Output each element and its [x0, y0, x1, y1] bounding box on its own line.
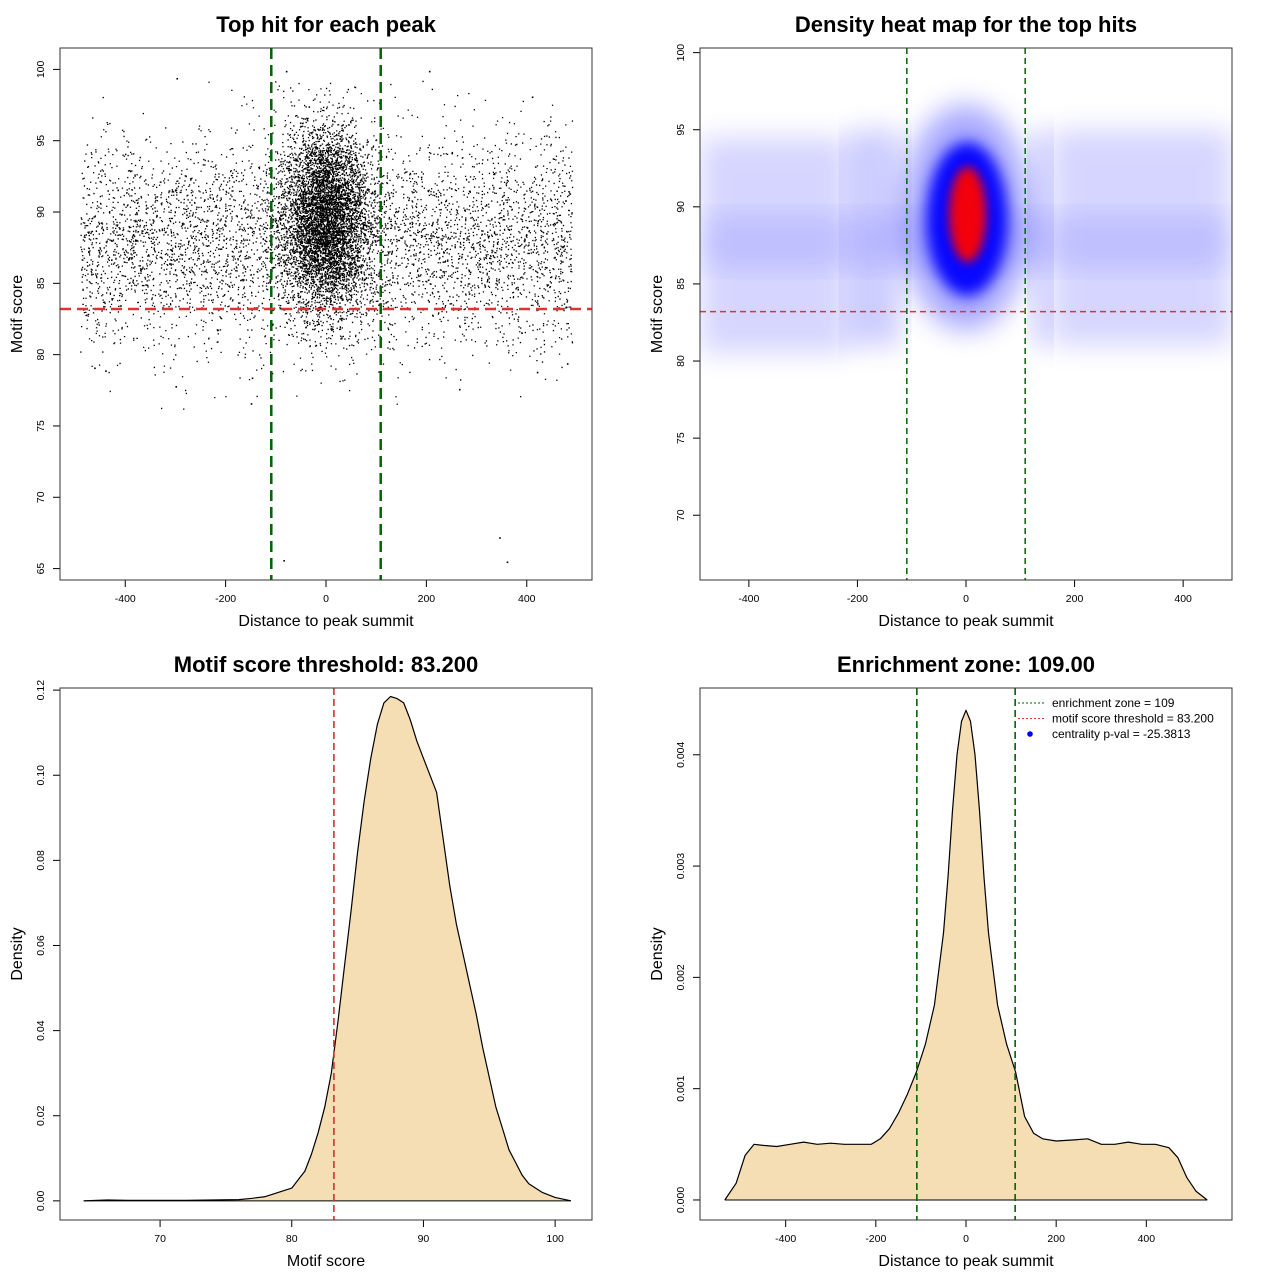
scatter-points: [80, 70, 574, 564]
scatter-point: [94, 367, 96, 370]
legend: enrichment zone = 109 motif score thresho…: [1018, 696, 1214, 741]
y-axis-label: Density: [9, 927, 26, 980]
y-tick-label: 0.06: [35, 935, 47, 956]
chart-title: Top hit for each peak: [216, 12, 436, 37]
y-axis-label: Motif score: [649, 275, 666, 353]
y-tick-label: 90: [675, 201, 687, 213]
scatter-point-cloud: [80, 80, 574, 410]
density-area: [83, 696, 571, 1201]
scatter-point: [175, 386, 178, 388]
x-tick-label: 100: [546, 1233, 564, 1245]
y-tick-label: 95: [35, 135, 47, 147]
y-tick-label: 0.001: [675, 1075, 687, 1101]
y-tick-label: 95: [675, 124, 687, 136]
x-axis-label: Motif score: [287, 1253, 365, 1270]
x-tick-label: 90: [418, 1233, 430, 1245]
legend-label: centrality p-val = -25.3813: [1052, 727, 1191, 741]
x-tick-label: 0: [963, 1233, 969, 1245]
x-tick-label: -400: [738, 593, 759, 605]
density-heatmap: [700, 105, 1232, 354]
y-tick-label: 85: [35, 277, 47, 289]
x-axis-label: Distance to peak summit: [878, 1253, 1054, 1270]
y-axis-label: Density: [649, 927, 666, 980]
y-tick-label: 0.000: [675, 1187, 687, 1213]
x-tick-label: -200: [847, 593, 868, 605]
y-tick-label: 0.08: [35, 850, 47, 871]
x-tick-label: -200: [865, 1233, 886, 1245]
y-tick-label: 0.003: [675, 853, 687, 879]
scatter-point: [566, 363, 569, 365]
x-tick-label: -400: [775, 1233, 796, 1245]
x-axis-label: Distance to peak summit: [878, 613, 1054, 630]
scatter-panel: Top hit for each peak Distance to peak su…: [9, 12, 593, 630]
legend-marker: [1027, 731, 1033, 737]
chart-title: Density heat map for the top hits: [795, 12, 1137, 37]
scatter-point: [506, 561, 509, 564]
x-tick-label: 0: [963, 593, 969, 605]
heatmap-peak: [949, 166, 987, 263]
x-tick-label: -400: [115, 593, 136, 605]
y-tick-label: 0.12: [35, 680, 47, 701]
x-tick-label: 70: [154, 1233, 166, 1245]
y-tick-label: 85: [675, 278, 687, 290]
chart-title: Motif score threshold: 83.200: [174, 652, 478, 677]
y-tick-label: 0.04: [35, 1020, 47, 1041]
x-tick-label: 400: [518, 593, 536, 605]
x-tick-label: 200: [418, 593, 436, 605]
y-tick-label: 80: [35, 349, 47, 361]
y-tick-label: 0.00: [35, 1190, 47, 1211]
scatter-point: [105, 370, 107, 372]
y-tick-label: 0.004: [675, 741, 687, 767]
distance-density-panel: Enrichment zone: 109.00 Distance to peak …: [649, 652, 1233, 1270]
x-axis-label: Distance to peak summit: [238, 613, 414, 630]
x-tick-label: -200: [215, 593, 236, 605]
scatter-point: [459, 388, 461, 391]
y-tick-label: 70: [35, 491, 47, 503]
score-density-panel: Motif score threshold: 83.200 Motif score…: [9, 652, 593, 1270]
density-curve: [724, 709, 1208, 1201]
density-curve: [83, 695, 572, 1202]
x-tick-label: 400: [1174, 593, 1192, 605]
scatter-point: [283, 560, 285, 562]
y-tick-label: 0.10: [35, 765, 47, 786]
scatter-point: [250, 403, 253, 405]
y-tick-label: 75: [675, 432, 687, 444]
x-tick-label: 200: [1047, 1233, 1065, 1245]
x-tick-label: 200: [1066, 593, 1084, 605]
scatter-point: [428, 70, 431, 73]
scatter-point: [251, 377, 254, 380]
scatter-point: [285, 70, 288, 73]
plot-frame: [59, 47, 593, 581]
y-tick-label: 90: [35, 206, 47, 218]
y-tick-label: 0.002: [675, 964, 687, 990]
scatter-point: [536, 371, 539, 374]
x-tick-label: 80: [286, 1233, 298, 1245]
chart-title: Enrichment zone: 109.00: [837, 652, 1095, 677]
y-tick-label: 70: [675, 509, 687, 521]
density-area: [724, 710, 1208, 1200]
x-tick-label: 0: [323, 593, 329, 605]
heatmap-panel: Density heat map for the top hits Distanc…: [649, 12, 1233, 630]
plot-frame: [699, 687, 1233, 1221]
scatter-point: [499, 537, 501, 539]
y-tick-label: 80: [675, 355, 687, 367]
y-tick-label: 100: [675, 44, 687, 62]
y-tick-label: 65: [35, 563, 47, 575]
y-axis-label: Motif score: [9, 275, 26, 353]
plot-frame: [699, 47, 1233, 581]
legend-label: enrichment zone = 109: [1052, 696, 1175, 710]
x-tick-label: 400: [1138, 1233, 1156, 1245]
y-tick-label: 100: [35, 60, 47, 78]
plot-frame: [59, 687, 593, 1221]
scatter-point: [176, 77, 179, 80]
scatter-point: [531, 96, 534, 99]
y-tick-label: 0.02: [35, 1105, 47, 1126]
y-tick-label: 75: [35, 420, 47, 432]
legend-label: motif score threshold = 83.200: [1052, 712, 1214, 726]
